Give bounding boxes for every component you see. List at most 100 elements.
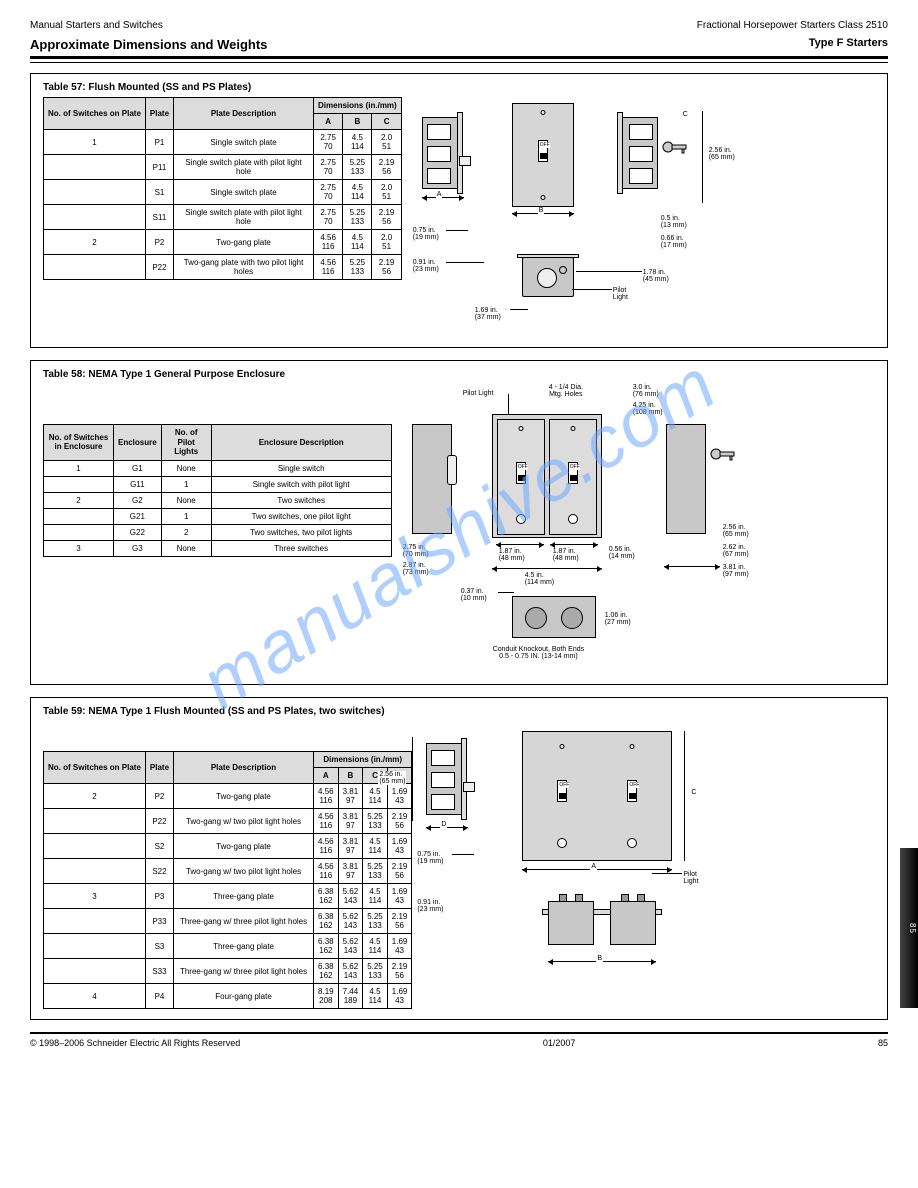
table-cell: 1.69 43 xyxy=(387,784,412,809)
table-cell: G21 xyxy=(114,508,162,524)
table-cell: Two switches, one pilot light xyxy=(211,508,391,524)
table-cell: 2.0 51 xyxy=(372,130,401,155)
table-cell: 1.69 43 xyxy=(387,834,412,859)
table-cell xyxy=(44,934,146,959)
table-cell: 4.5 114 xyxy=(363,784,388,809)
table-cell: Three-gang w/ three pilot light holes xyxy=(174,959,314,984)
d2-conduit: Conduit Knockout, Both Ends 0.5 - 0.75 I… xyxy=(492,646,585,660)
table-cell: S2 xyxy=(145,834,173,859)
table-cell: 2 xyxy=(44,230,146,255)
table-cell: 2.75 70 xyxy=(314,155,343,180)
d2-056: 0.56 in. (14 mm) xyxy=(608,546,636,560)
table-cell: 3.81 97 xyxy=(338,784,363,809)
table-cell: Two-gang w/ two pilot light holes xyxy=(174,809,314,834)
table-cell: 4.5 114 xyxy=(363,834,388,859)
table-cell: 3 xyxy=(44,540,114,556)
header-right: Fractional Horsepower Starters Class 251… xyxy=(697,20,888,31)
table-cell: Three-gang plate xyxy=(174,884,314,909)
t1-c0: No. of Switches on Plate xyxy=(44,98,146,130)
table-cell: 5.25 133 xyxy=(363,959,388,984)
table3: No. of Switches on Plate Plate Plate Des… xyxy=(43,751,412,1009)
table-cell: 4.5 114 xyxy=(363,984,388,1009)
table-cell: 1 xyxy=(44,460,114,476)
table-cell xyxy=(44,205,146,230)
table-cell: 1 xyxy=(161,508,211,524)
table-cell: 2.19 56 xyxy=(387,909,412,934)
d2-mtg: 4 - 1/4 Dia. Mtg. Holes xyxy=(548,384,584,398)
table-cell xyxy=(44,255,146,280)
table-cell: 2.19 56 xyxy=(372,155,401,180)
table-cell xyxy=(44,909,146,934)
t3-c2: Plate Description xyxy=(174,752,314,784)
table-cell: Two-gang plate with two pilot light hole… xyxy=(174,255,314,280)
d3-a: A xyxy=(590,863,597,870)
t2-c0: No. of Switches in Enclosure xyxy=(44,425,114,461)
table-cell xyxy=(44,959,146,984)
d3-pilot: Pilot Light xyxy=(682,871,699,885)
t1-c1: Plate xyxy=(145,98,173,130)
table1: No. of Switches on Plate Plate Plate Des… xyxy=(43,97,402,280)
t1-dimhdr: Dimensions (in./mm) xyxy=(314,98,402,114)
d1-178: 1.78 in. (45 mm) xyxy=(642,269,670,283)
d2-30: 3.0 in. (76 mm) xyxy=(632,384,660,398)
table-cell: 8.19 208 xyxy=(314,984,339,1009)
table-cell xyxy=(44,809,146,834)
d3-c: C xyxy=(690,789,697,796)
d1-pilot: Pilot Light xyxy=(612,287,629,301)
d3-b: B xyxy=(596,955,603,962)
table-cell: 7.44 189 xyxy=(338,984,363,1009)
top-rule xyxy=(30,56,888,63)
table-cell: Three switches xyxy=(211,540,391,556)
d1-169: 1.69 in. (37 mm) xyxy=(474,307,502,321)
d2-187b: 1.87 in. (48 mm) xyxy=(552,548,580,562)
section1-title: Table 57: Flush Mounted (SS and PS Plate… xyxy=(43,82,875,93)
table-cell: 4.5 114 xyxy=(343,180,372,205)
table-cell: P22 xyxy=(145,255,173,280)
table-cell: P11 xyxy=(145,155,173,180)
table-cell: Single switch plate xyxy=(174,180,314,205)
d2-pilot: Pilot Light xyxy=(462,390,495,397)
d3-091: 0.91 in. (23 mm) xyxy=(416,899,444,913)
table-cell: P4 xyxy=(145,984,173,1009)
footer: © 1998–2006 Schneider Electric All Right… xyxy=(30,1038,888,1048)
d3-d: D xyxy=(440,821,447,828)
d1-256: 2.56 in. (65 mm) xyxy=(708,147,736,161)
table-cell: 6.38 162 xyxy=(314,909,339,934)
diagram3: 2.56 in. (65 mm) D 0.75 in. (19 mm) 0.91… xyxy=(422,721,875,1001)
table-cell: S1 xyxy=(145,180,173,205)
table-cell: 5.25 133 xyxy=(343,205,372,230)
d2-275: 2.75 in. (70 mm) xyxy=(402,544,430,558)
d1-c: C xyxy=(682,111,689,118)
table-cell: 3.81 97 xyxy=(338,834,363,859)
d1-075: 0.75 in. (19 mm) xyxy=(412,227,440,241)
table-cell: 5.62 143 xyxy=(338,884,363,909)
table-cell xyxy=(44,859,146,884)
footer-center: 01/2007 xyxy=(543,1038,576,1048)
table-cell: 3.81 97 xyxy=(338,809,363,834)
table-cell: 2.19 56 xyxy=(372,205,401,230)
table-cell: 6.38 162 xyxy=(314,884,339,909)
d1-b: B xyxy=(538,207,545,214)
table-cell xyxy=(44,524,114,540)
diagram2: 2.75 in. (70 mm) 2.87 in. (73 mm) OFF OF… xyxy=(402,384,875,674)
table-cell: G3 xyxy=(114,540,162,556)
table-cell xyxy=(44,834,146,859)
d1-05: 0.5 in. (13 mm) xyxy=(660,215,688,229)
table-cell: Two switches xyxy=(211,492,391,508)
table-cell: Two-gang plate xyxy=(174,834,314,859)
table-cell: 4.56 116 xyxy=(314,809,339,834)
t3-c3: A xyxy=(314,768,339,784)
table-cell: Single switch plate with pilot light hol… xyxy=(174,205,314,230)
page-title: Approximate Dimensions and Weights xyxy=(30,37,267,52)
table-cell: S11 xyxy=(145,205,173,230)
table-cell: Single switch xyxy=(211,460,391,476)
table-cell: Single switch with pilot light xyxy=(211,476,391,492)
t1-c4: B xyxy=(343,114,372,130)
d1-a: A xyxy=(436,191,443,198)
section-1: Table 57: Flush Mounted (SS and PS Plate… xyxy=(30,73,888,348)
table-cell: 4.56 116 xyxy=(314,784,339,809)
table-cell: Two-gang w/ two pilot light holes xyxy=(174,859,314,884)
table-cell xyxy=(44,180,146,205)
table-cell: G11 xyxy=(114,476,162,492)
table-cell: P2 xyxy=(145,784,173,809)
